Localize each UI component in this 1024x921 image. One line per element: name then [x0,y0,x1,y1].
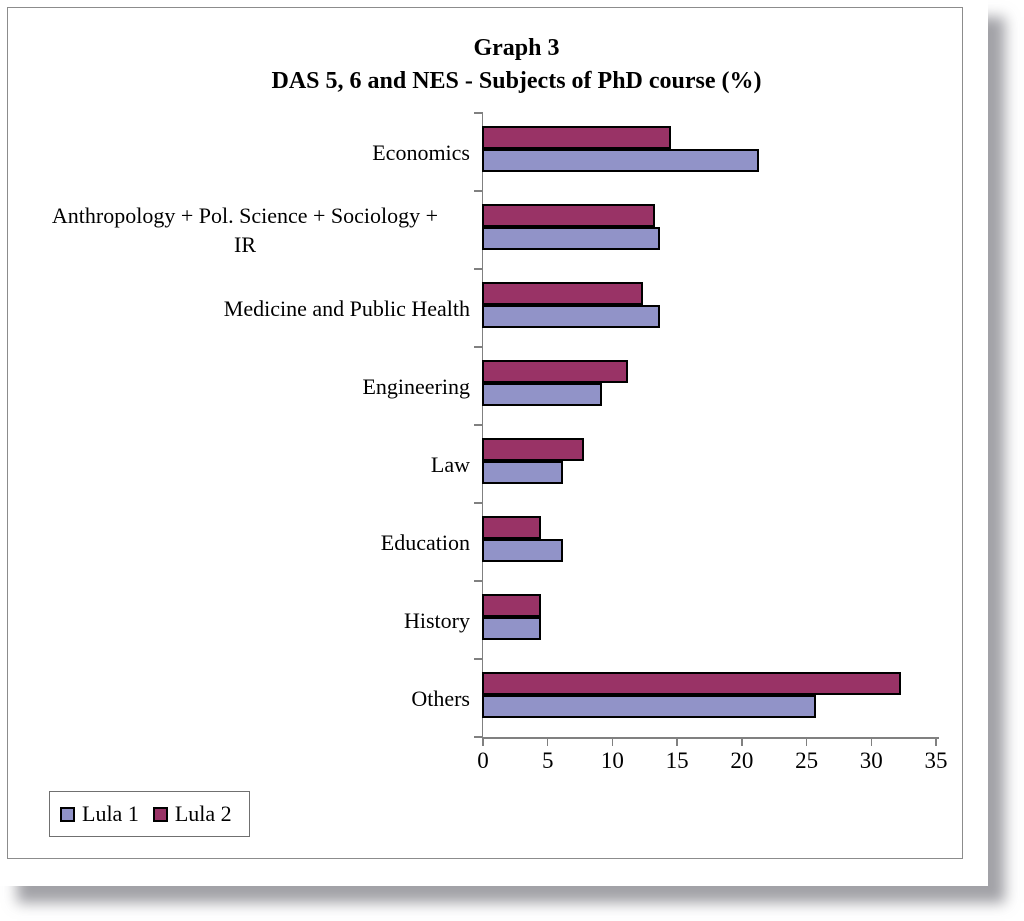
lula2-bar [481,360,628,383]
x-axis-tick [676,737,678,746]
category-label-line: History [404,607,470,633]
category-label: Anthropology + Pol. Science + Sociology … [20,201,470,259]
y-axis-tick [474,346,483,348]
category-label: Engineering [20,372,470,401]
x-tick-label: 15 [665,748,689,773]
x-axis-tick [482,737,484,746]
x-tick-label: 10 [600,748,624,773]
x-tick-label: 0 [477,748,489,773]
lula1-bar [481,695,816,718]
legend-swatch-lula1 [60,806,75,822]
lula1-bar [481,461,564,484]
lula1-bar [481,227,661,250]
category-label-line: Medicine and Public Health [223,295,470,321]
category-label-line: Law [430,451,470,477]
category-label-line: IR [234,232,256,257]
lula1-bar [481,617,542,640]
x-axis-tick [805,737,808,746]
x-tick-label: 35 [924,748,948,773]
y-axis-tick [474,502,483,504]
lula2-bar [481,516,542,539]
x-axis-tick [870,737,873,746]
category-label: Education [20,528,470,557]
x-tick-label: 25 [795,748,819,773]
x-tick-label: 20 [730,748,754,773]
chart-page: Graph 3 DAS 5, 6 and NES - Subjects of P… [7,7,963,859]
chart-title: Graph 3 [473,35,560,61]
x-axis-tick [546,737,549,746]
chart-frame [7,7,963,859]
x-axis-line [481,737,939,739]
y-axis-tick [474,580,483,582]
lula2-bar [481,282,644,305]
legend-swatch-lula2 [152,806,168,822]
lula1-bar [481,149,759,172]
y-axis-tick [474,658,483,660]
category-label-line: Others [411,685,470,711]
y-axis-tick [474,424,483,426]
category-label-line: Economics [372,139,470,165]
legend-label-lula2: Lula 2 [174,801,232,826]
lula2-bar [481,126,671,149]
x-axis-tick [935,737,937,746]
x-axis-tick [741,737,743,746]
category-label: History [20,606,470,635]
chart-subtitle: DAS 5, 6 and NES - Subjects of PhD cours… [271,68,762,94]
x-axis-tick [611,737,614,746]
y-axis-tick [474,736,483,738]
category-label: Medicine and Public Health [20,294,470,323]
legend: Lula 1 Lula 2 [49,791,250,837]
category-label-line: Education [380,529,470,555]
x-tick-label: 30 [859,748,883,773]
y-axis-tick [474,112,483,114]
y-axis-line [481,113,483,739]
category-label: Law [20,450,470,479]
category-label: Economics [20,138,470,167]
y-axis-tick [474,268,483,270]
lula1-bar [481,383,603,406]
lula2-bar [481,672,902,695]
lula1-bar [481,539,564,562]
x-tick-label: 5 [541,748,554,773]
lula2-bar [481,594,542,617]
plot-area: 0 5 10 15 20 25 30 35 Economics Anthropology + Po… [20,112,948,773]
lula2-bar [481,438,584,461]
lula2-bar [481,204,656,227]
y-axis-tick [474,190,483,192]
legend-label-lula1: Lula 1 [82,801,139,826]
category-label-line: Anthropology + Pol. Science + Sociology … [51,203,439,228]
lula1-bar [481,305,661,328]
category-label: Others [20,684,470,713]
category-label-line: Engineering [362,373,470,399]
